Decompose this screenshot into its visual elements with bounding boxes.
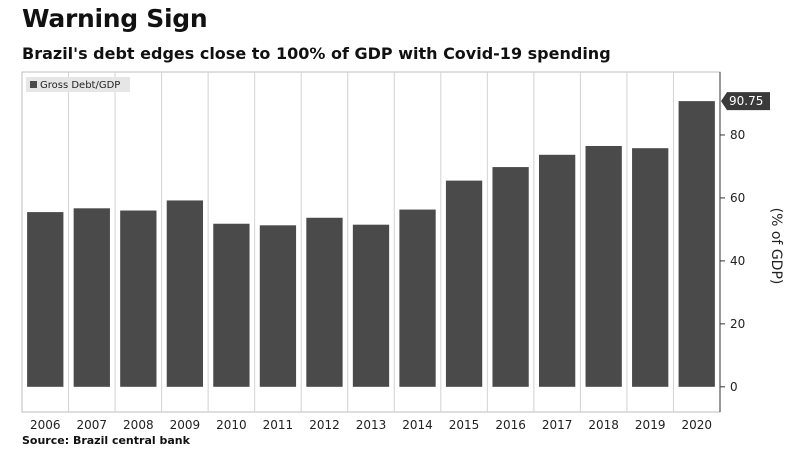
x-tick-label: 2013 [356, 418, 387, 432]
x-tick-label: 2008 [123, 418, 154, 432]
bar-2016 [492, 167, 529, 387]
x-tick-label: 2006 [30, 418, 61, 432]
x-tick-label: 2007 [77, 418, 108, 432]
bar-2014 [399, 209, 436, 387]
bar-2013 [352, 224, 390, 387]
x-tick-label: 2017 [542, 418, 573, 432]
legend-swatch [30, 81, 37, 88]
x-tick-label: 2014 [402, 418, 433, 432]
x-tick-label: 2011 [263, 418, 294, 432]
bar-2017 [538, 154, 576, 387]
x-tick-label: 2009 [170, 418, 201, 432]
bar-2018 [585, 145, 622, 387]
x-tick-label: 2020 [681, 418, 712, 432]
bar-2009 [166, 200, 204, 387]
y-axis-title: (% of GDP) [768, 208, 784, 285]
legend-box [26, 77, 130, 92]
chart-subtitle: Brazil's debt edges close to 100% of GDP… [22, 44, 611, 63]
bar-2019 [632, 148, 669, 387]
last-value-label: 90.75 [729, 94, 763, 108]
x-tick-label: 2015 [449, 418, 480, 432]
bar-2006 [27, 212, 64, 387]
bar-2007 [73, 208, 110, 387]
legend-label: Gross Debt/GDP [40, 80, 120, 91]
x-tick-label: 2018 [588, 418, 619, 432]
x-tick-label: 2019 [635, 418, 666, 432]
x-tick-label: 2010 [216, 418, 247, 432]
chart-title: Warning Sign [22, 4, 208, 33]
y-tick-label: 20 [730, 317, 745, 331]
y-tick-label: 60 [730, 191, 745, 205]
bar-2011 [259, 225, 297, 387]
last-value-callout [721, 92, 770, 111]
y-tick-label: 40 [730, 254, 745, 268]
bar-2015 [445, 180, 483, 387]
x-tick-label: 2012 [309, 418, 340, 432]
y-tick-label: 0 [730, 380, 738, 394]
bar-2008 [120, 210, 157, 387]
y-tick-label: 80 [730, 128, 745, 142]
x-tick-label: 2016 [495, 418, 526, 432]
bar-2010 [213, 223, 250, 387]
bar-2012 [306, 217, 343, 387]
bar-2020 [678, 101, 715, 387]
source-note: Source: Brazil central bank [22, 434, 190, 447]
